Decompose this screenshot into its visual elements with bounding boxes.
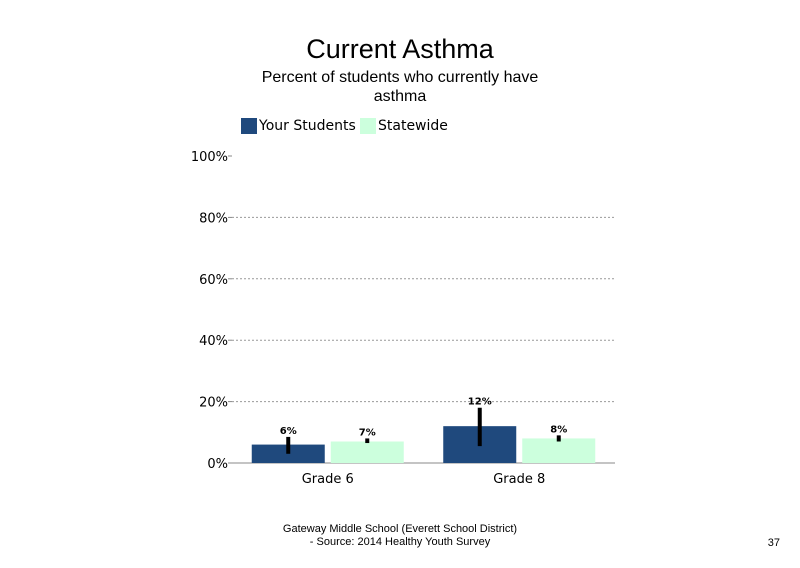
chart-subtitle: Percent of students who currently have a… [261,69,539,105]
legend-label-statewide: Statewide [378,118,448,134]
bar [522,438,596,463]
bar [330,441,404,463]
data-label: 12% [468,397,492,408]
data-label: 8% [550,424,567,435]
y-tick-label: 0% [207,457,228,472]
legend-swatch-your-students [241,118,257,134]
page-number: 37 [767,537,780,549]
y-tick-label: 80% [199,211,228,226]
x-tick-label: Grade 6 [302,472,354,487]
chart-title: Current Asthma [306,34,494,64]
footer-source: - Source: 2014 Healthy Youth Survey [309,536,491,548]
y-tick-label: 100% [191,150,228,165]
data-label: 7% [359,427,376,438]
footer: Gateway Middle School (Everett School Di… [200,523,600,549]
footer-school: Gateway Middle School (Everett School Di… [282,523,518,535]
y-tick-label: 20% [199,396,228,411]
y-tick-label: 60% [199,273,228,288]
data-label: 6% [280,426,297,437]
y-tick-label: 40% [199,334,228,349]
legend-label-your-students: Your Students [259,118,356,134]
legend-swatch-statewide [360,118,376,134]
x-tick-label: Grade 8 [493,472,545,487]
